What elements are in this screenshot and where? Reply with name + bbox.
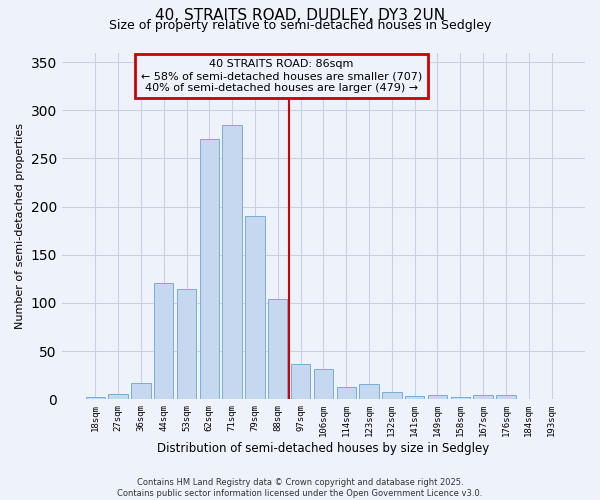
- Bar: [109, 394, 128, 400]
- Bar: [451, 398, 470, 400]
- Bar: [382, 392, 401, 400]
- Bar: [154, 283, 173, 400]
- Text: 40, STRAITS ROAD, DUDLEY, DY3 2UN: 40, STRAITS ROAD, DUDLEY, DY3 2UN: [155, 8, 445, 22]
- Bar: [337, 387, 356, 400]
- Bar: [86, 398, 105, 400]
- Bar: [359, 384, 379, 400]
- Bar: [131, 383, 151, 400]
- Bar: [223, 125, 242, 400]
- Bar: [428, 396, 447, 400]
- Bar: [177, 288, 196, 400]
- Text: 40 STRAITS ROAD: 86sqm
← 58% of semi-detached houses are smaller (707)
40% of se: 40 STRAITS ROAD: 86sqm ← 58% of semi-det…: [141, 60, 422, 92]
- Y-axis label: Number of semi-detached properties: Number of semi-detached properties: [15, 123, 25, 329]
- Bar: [291, 364, 310, 400]
- Text: Size of property relative to semi-detached houses in Sedgley: Size of property relative to semi-detach…: [109, 18, 491, 32]
- Bar: [245, 216, 265, 400]
- Bar: [268, 299, 287, 400]
- Bar: [200, 139, 219, 400]
- Bar: [405, 396, 424, 400]
- X-axis label: Distribution of semi-detached houses by size in Sedgley: Distribution of semi-detached houses by …: [157, 442, 490, 455]
- Bar: [314, 368, 333, 400]
- Text: Contains HM Land Registry data © Crown copyright and database right 2025.
Contai: Contains HM Land Registry data © Crown c…: [118, 478, 482, 498]
- Bar: [496, 394, 515, 400]
- Bar: [473, 396, 493, 400]
